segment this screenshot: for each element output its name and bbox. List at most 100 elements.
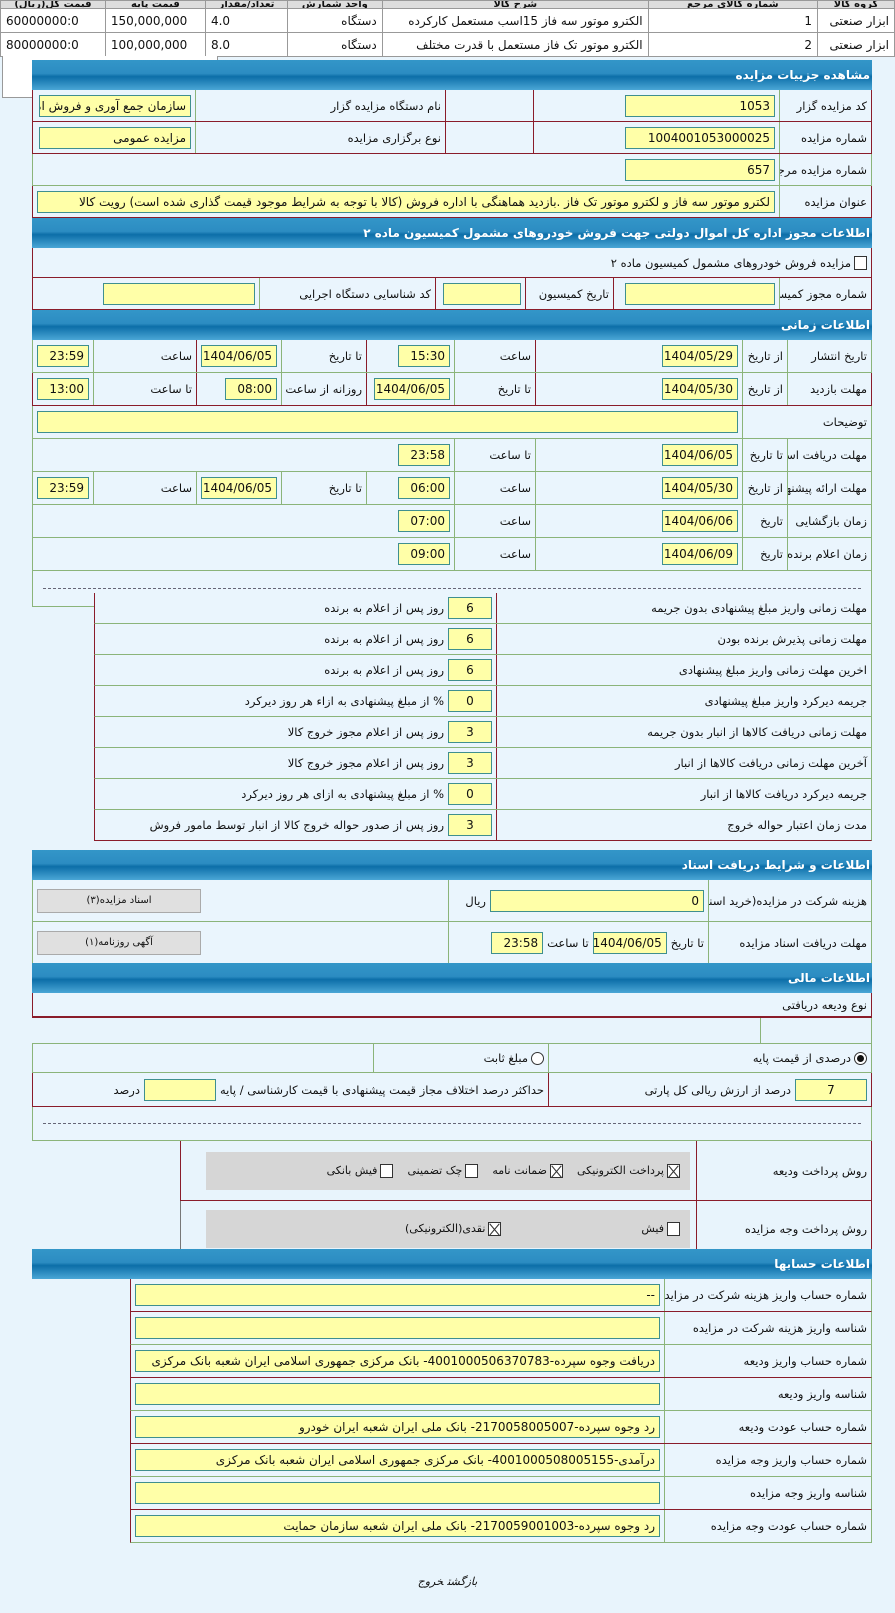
penalty-label: مهلت زمانی دریافت کالاها از انبار بدون ج… xyxy=(647,725,867,739)
max-diff-field[interactable] xyxy=(143,1078,216,1101)
publish-to-time[interactable]: 23:59 xyxy=(37,345,89,367)
label: تا تاریخ xyxy=(328,349,362,363)
timing-row: مهلت دریافت اسناد تا تاریخ 1404/06/05 تا سا… xyxy=(32,439,872,472)
winner-time[interactable]: 09:00 xyxy=(398,543,450,565)
label: تا ساعت xyxy=(547,935,589,950)
label: مهلت بازدید xyxy=(810,382,867,396)
penalty-value[interactable]: 3 xyxy=(448,752,492,774)
method-checkbox[interactable] xyxy=(380,1163,394,1178)
table-cell: دستگاه xyxy=(287,32,383,57)
auction-number-field[interactable]: 1004001053000025 xyxy=(625,126,775,149)
label: درصد از ارزش ریالی کل پارتی xyxy=(644,1082,791,1097)
account-field[interactable] xyxy=(135,1482,660,1504)
cell: روزانه از ساعت xyxy=(281,373,366,405)
label: نوع برگزاری مزایده xyxy=(195,122,445,153)
account-field[interactable]: -- xyxy=(135,1284,660,1306)
penalty-row: اخرین مهلت زمانی واریز مبلغ پیشنهادی 6 روز… xyxy=(94,655,872,686)
method-checkbox[interactable] xyxy=(667,1222,680,1236)
commission-date-field[interactable] xyxy=(443,282,521,305)
percent-field[interactable]: 7 xyxy=(795,1078,867,1101)
code-field[interactable]: 1053 xyxy=(625,94,775,117)
notes-field[interactable] xyxy=(37,411,738,433)
account-row: شناسه واریز هزینه شرکت در مزایده xyxy=(130,1312,872,1345)
opening-time[interactable]: 07:00 xyxy=(398,510,450,532)
account-field[interactable]: درآمدی-4001000508005155- بانک مرکزی جمهو… xyxy=(135,1449,660,1471)
docs-time[interactable]: 23:58 xyxy=(398,444,450,466)
visit-daily-from[interactable]: 08:00 xyxy=(225,378,277,400)
table-cell: الکترو موتور سه فاز 15اسب مستعمل کارکرده xyxy=(381,8,649,33)
method-checkbox[interactable] xyxy=(465,1163,479,1178)
permit-field[interactable] xyxy=(625,282,775,305)
account-label: شماره حساب عودت وجه مزایده xyxy=(710,1519,867,1533)
account-field[interactable]: دریافت وجوه سپرده-4001000506370783- بانک… xyxy=(135,1350,660,1372)
docs-date[interactable]: 1404/06/05 xyxy=(662,444,738,466)
auction-documents-button[interactable]: اسناد مزایده(۳) xyxy=(37,888,201,913)
visit-to-date[interactable]: 1404/06/05 xyxy=(374,378,450,400)
cell: 6 روز پس از اعلام به برنده xyxy=(95,624,496,654)
percent-radio[interactable] xyxy=(854,1051,867,1065)
exit-link[interactable]: خروج xyxy=(417,1575,444,1588)
label: زمان بازگشایی xyxy=(795,514,867,528)
cell: 1404/05/30 xyxy=(535,373,742,405)
back-link[interactable]: بازگشت xyxy=(447,1575,478,1588)
cell: تا تاریخ xyxy=(742,439,787,471)
doc-date-field[interactable]: 1404/06/05 xyxy=(592,931,667,954)
penalty-value[interactable]: 6 xyxy=(448,659,492,681)
ref-number-field[interactable]: 657 xyxy=(625,158,775,181)
method-checkbox[interactable] xyxy=(550,1163,563,1178)
penalty-value[interactable]: 6 xyxy=(448,628,492,650)
cell: 3 روز پس از اعلام مجوز خروج کالا xyxy=(95,748,496,778)
cell: 15:30 xyxy=(366,340,454,372)
winner-date[interactable]: 1404/06/09 xyxy=(662,543,738,565)
fixed-radio[interactable] xyxy=(531,1051,544,1065)
commission-checkbox[interactable] xyxy=(854,255,867,270)
publish-from-time[interactable]: 15:30 xyxy=(398,345,450,367)
publish-from-date[interactable]: 1404/05/29 xyxy=(662,345,738,367)
visit-to-time[interactable]: 13:00 xyxy=(37,378,89,400)
cell: ساعت xyxy=(454,538,535,570)
method-checkbox[interactable] xyxy=(667,1163,680,1178)
offer-to-time[interactable]: 23:59 xyxy=(37,477,89,499)
account-field[interactable] xyxy=(135,1317,660,1339)
account-field[interactable] xyxy=(135,1383,660,1405)
account-field[interactable]: رد وجوه سپرده-2170058005007- بانک ملی ای… xyxy=(135,1416,660,1438)
penalty-value[interactable]: 3 xyxy=(448,721,492,743)
column-header: تعداد/مقدار xyxy=(204,0,289,9)
table-cell: 2 xyxy=(647,32,818,57)
auction-title-field[interactable]: لکترو موتور سه فاز و لکترو موتور تک فاز … xyxy=(37,190,775,213)
offer-from-time[interactable]: 06:00 xyxy=(398,477,450,499)
cell: رد وجوه سپرده-2170059001003- بانک ملی ای… xyxy=(131,1510,664,1542)
cell: شماره حساب واریز ودیعه xyxy=(664,1345,871,1377)
label: نام دستگاه مزایده گزار xyxy=(195,90,445,121)
label: نوع ودیعه دریافتی xyxy=(782,997,867,1012)
items-table: گروه کالا شماره کالای مرجع شرح کالا واحد شم… xyxy=(0,0,895,57)
org-field[interactable]: سازمان جمع آوری و فروش امو xyxy=(39,94,191,117)
penalty-suffix: % از مبلغ پیشنهادی به ازای هر روز دیرکرد xyxy=(241,787,444,801)
account-field[interactable]: رد وجوه سپرده-2170059001003- بانک ملی ای… xyxy=(135,1515,660,1537)
label: توضیحات xyxy=(822,415,867,429)
opening-date[interactable]: 1404/06/06 xyxy=(662,510,738,532)
doc-time-field[interactable]: 23:58 xyxy=(491,931,544,954)
cell xyxy=(33,406,742,438)
label: تا ساعت xyxy=(150,382,192,396)
offer-from-date[interactable]: 1404/05/30 xyxy=(662,477,738,499)
penalty-value[interactable]: 0 xyxy=(448,783,492,805)
penalty-value[interactable]: 0 xyxy=(448,690,492,712)
penalty-suffix: % از مبلغ پیشنهادی به ازاء هر روز دیرکرد xyxy=(244,694,444,708)
cell: درآمدی-4001000508005155- بانک مرکزی جمهو… xyxy=(131,1444,664,1476)
label: عنوان مزایده xyxy=(779,186,871,217)
cell: جریمه دیرکرد دریافت کالاها از انبار xyxy=(496,779,871,809)
label: درصد xyxy=(113,1082,140,1097)
penalty-value[interactable]: 6 xyxy=(448,597,492,619)
offer-to-date[interactable]: 1404/06/05 xyxy=(201,477,277,499)
penalty-value[interactable]: 3 xyxy=(448,814,492,836)
exec-code-field[interactable] xyxy=(103,282,255,305)
auction-type-field[interactable]: مزایده عمومی xyxy=(39,126,191,149)
penalty-label: جریمه دیرکرد واریز مبلغ پیشنهادی xyxy=(704,694,867,708)
timing-row: زمان بازگشایی تاریخ 1404/06/06 ساعت 07:00 xyxy=(32,505,872,538)
visit-from-date[interactable]: 1404/05/30 xyxy=(662,378,738,400)
fee-field[interactable]: 0 xyxy=(490,889,704,912)
publish-to-date[interactable]: 1404/06/05 xyxy=(201,345,277,367)
method-checkbox[interactable] xyxy=(488,1222,502,1236)
newspaper-ad-button[interactable]: آگهی روزنامه(۱) xyxy=(37,930,201,955)
